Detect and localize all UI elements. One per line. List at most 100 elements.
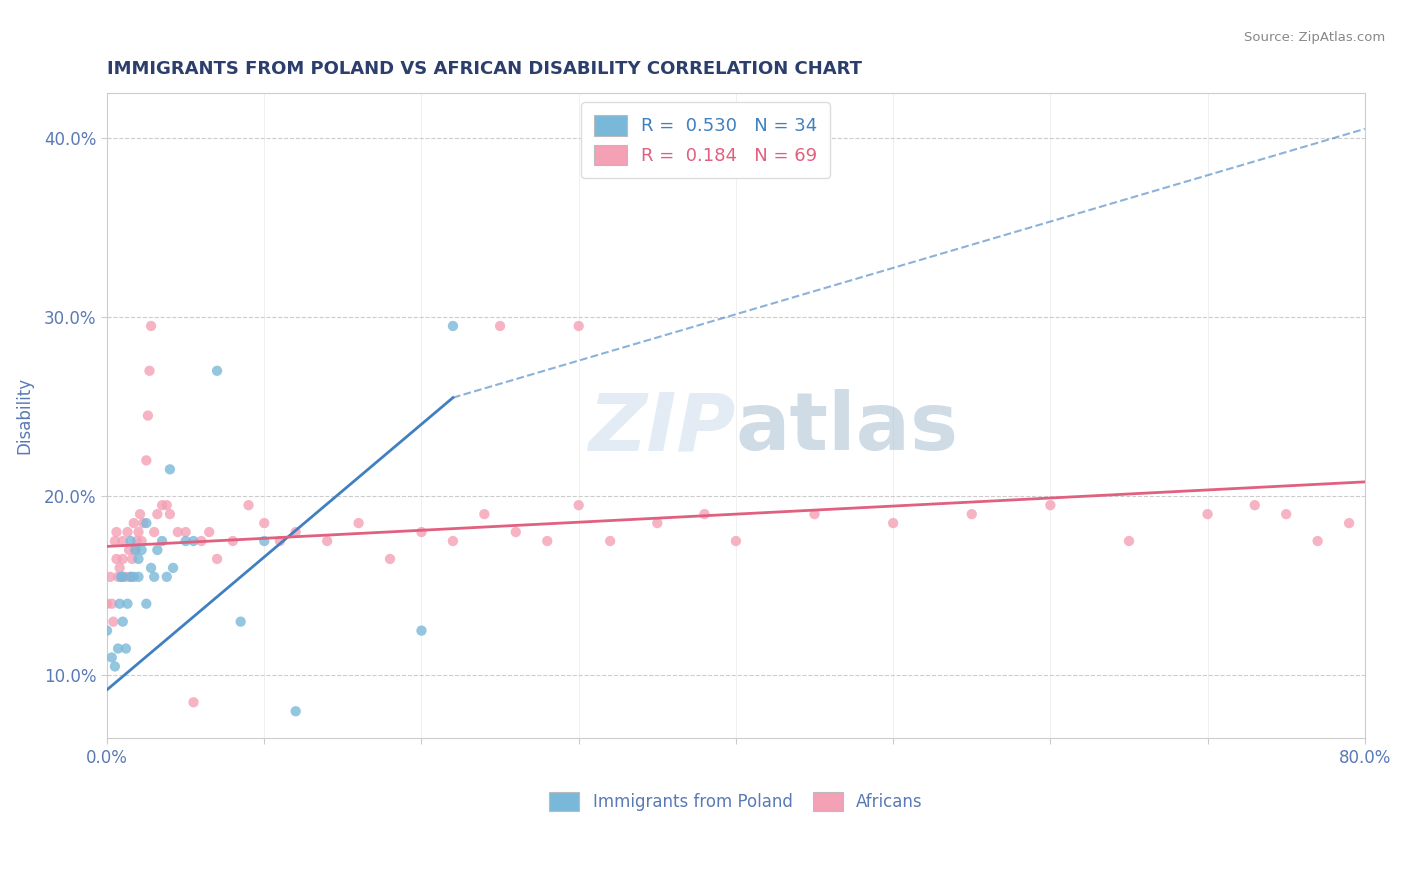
Point: [1275, 507, 1298, 521]
Point: [1197, 507, 1219, 521]
Point: [411, 524, 433, 539]
Point: [120, 534, 142, 549]
Point: [110, 570, 132, 584]
Point: [131, 534, 153, 549]
Point: [111, 615, 134, 629]
Point: [103, 615, 125, 629]
Point: [138, 364, 160, 378]
Point: [316, 534, 339, 549]
Point: [127, 552, 149, 566]
Point: [139, 318, 162, 333]
Point: [115, 641, 138, 656]
Point: [253, 534, 276, 549]
Point: [1243, 498, 1265, 512]
Point: [205, 552, 228, 566]
Point: [599, 534, 621, 549]
Point: [174, 524, 197, 539]
Point: [105, 552, 128, 566]
Point: [347, 516, 370, 530]
Point: [110, 570, 132, 584]
Point: [136, 409, 159, 423]
Point: [129, 507, 152, 521]
Point: [111, 534, 134, 549]
Point: [121, 552, 143, 566]
Y-axis label: Disability: Disability: [15, 377, 32, 454]
Text: ZIP: ZIP: [589, 390, 735, 467]
Point: [882, 516, 904, 530]
Point: [269, 534, 291, 549]
Point: [1306, 534, 1329, 549]
Point: [162, 561, 184, 575]
Point: [135, 597, 157, 611]
Point: [120, 570, 142, 584]
Point: [190, 534, 212, 549]
Point: [505, 524, 527, 539]
Point: [156, 498, 179, 512]
Point: [205, 364, 228, 378]
Point: [108, 561, 131, 575]
Point: [174, 534, 197, 549]
Point: [124, 543, 146, 558]
Point: [139, 561, 162, 575]
Point: [150, 534, 173, 549]
Point: [146, 543, 169, 558]
Point: [229, 615, 252, 629]
Point: [198, 524, 221, 539]
Point: [105, 524, 128, 539]
Point: [107, 570, 129, 584]
Point: [118, 543, 141, 558]
Point: [125, 534, 148, 549]
Point: [104, 534, 127, 549]
Point: [115, 570, 138, 584]
Point: [441, 318, 464, 333]
Point: [120, 570, 142, 584]
Point: [100, 650, 122, 665]
Point: [117, 524, 139, 539]
Point: [222, 534, 245, 549]
Point: [156, 570, 179, 584]
Point: [1118, 534, 1140, 549]
Point: [131, 543, 153, 558]
Point: [284, 524, 307, 539]
Point: [568, 318, 591, 333]
Point: [132, 516, 155, 530]
Point: [135, 453, 157, 467]
Point: [127, 570, 149, 584]
Point: [107, 641, 129, 656]
Point: [238, 498, 260, 512]
Point: [159, 507, 181, 521]
Text: IMMIGRANTS FROM POLAND VS AFRICAN DISABILITY CORRELATION CHART: IMMIGRANTS FROM POLAND VS AFRICAN DISABI…: [107, 60, 862, 78]
Point: [1339, 516, 1361, 530]
Point: [803, 507, 825, 521]
Point: [568, 498, 591, 512]
Point: [127, 524, 149, 539]
Point: [159, 462, 181, 476]
Point: [104, 659, 127, 673]
Point: [117, 597, 139, 611]
Point: [135, 516, 157, 530]
Point: [146, 507, 169, 521]
Point: [143, 524, 166, 539]
Point: [183, 695, 205, 709]
Text: Source: ZipAtlas.com: Source: ZipAtlas.com: [1244, 31, 1385, 45]
Point: [96, 597, 118, 611]
Point: [111, 570, 134, 584]
Point: [724, 534, 747, 549]
Point: [122, 516, 145, 530]
Point: [1039, 498, 1062, 512]
Legend: Immigrants from Poland, Africans: Immigrants from Poland, Africans: [540, 782, 932, 822]
Point: [166, 524, 188, 539]
Point: [183, 534, 205, 549]
Point: [411, 624, 433, 638]
Text: atlas: atlas: [735, 390, 959, 467]
Point: [108, 597, 131, 611]
Point: [253, 516, 276, 530]
Point: [111, 552, 134, 566]
Point: [960, 507, 983, 521]
Point: [96, 624, 118, 638]
Point: [150, 498, 173, 512]
Point: [122, 570, 145, 584]
Point: [441, 534, 464, 549]
Point: [143, 570, 166, 584]
Point: [693, 507, 716, 521]
